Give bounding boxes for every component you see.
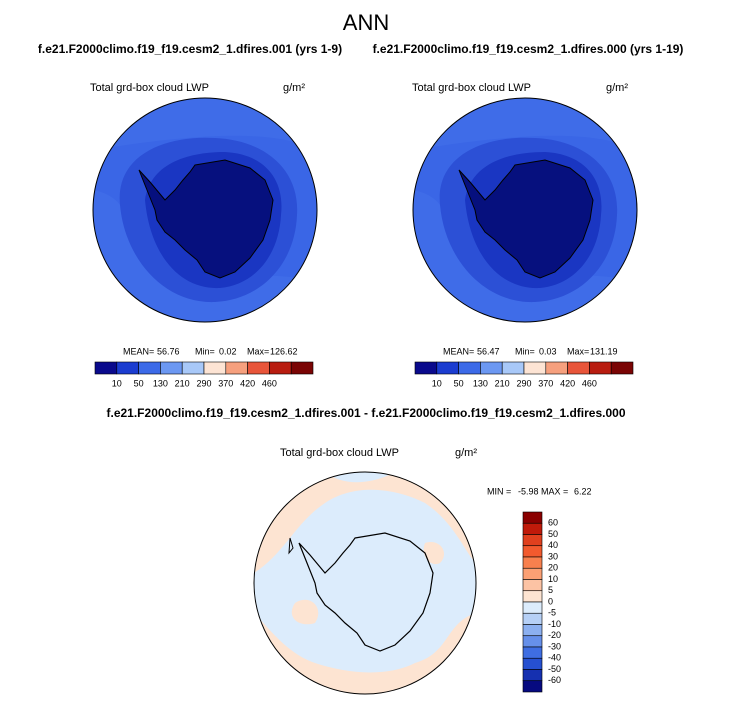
colorbar-label: 460 xyxy=(582,378,597,388)
stat-text: 126.62 xyxy=(270,346,298,356)
colorbar-label: 20 xyxy=(548,563,558,573)
colorbar-box xyxy=(436,361,459,375)
stat-text: 131.19 xyxy=(590,346,618,356)
colorbar-box xyxy=(94,361,118,375)
colorbar-box xyxy=(522,534,543,547)
colorbar-label: 420 xyxy=(240,378,255,388)
colorbar-label: 30 xyxy=(548,551,558,561)
colorbar-label: 370 xyxy=(218,378,233,388)
stat-text: MAX = xyxy=(541,486,568,496)
colorbar-label: 420 xyxy=(560,378,575,388)
units-label: g/m² xyxy=(455,447,477,459)
colorbar-box xyxy=(247,361,270,375)
colorbar-label: 0 xyxy=(548,596,553,606)
colorbar-box xyxy=(290,361,314,375)
colorbar-box xyxy=(522,590,543,603)
colorbar-box xyxy=(522,545,543,558)
colorbar-box xyxy=(181,361,205,375)
colorbar-box xyxy=(160,361,183,375)
colorbar-label: 290 xyxy=(516,378,531,388)
colorbar-label: -60 xyxy=(548,675,561,685)
colorbar-box xyxy=(501,361,525,375)
units-label: g/m² xyxy=(283,82,305,94)
colorbar-box xyxy=(567,361,590,375)
colorbar-box xyxy=(522,612,543,625)
colorbar-box xyxy=(414,361,438,375)
colorbar-label: 50 xyxy=(454,378,464,388)
colorbar-box xyxy=(522,601,543,614)
stat-text: 6.22 xyxy=(574,486,592,496)
colorbar-label: 10 xyxy=(548,574,558,584)
stat-text: MEAN= xyxy=(123,346,154,356)
colorbar-label: 130 xyxy=(473,378,488,388)
colorbar-box xyxy=(522,567,543,580)
map xyxy=(93,98,317,322)
colorbar-box xyxy=(269,361,292,375)
colorbar-box xyxy=(589,361,612,375)
colorbar-box xyxy=(522,657,543,670)
colorbar-box xyxy=(522,680,543,693)
colorbar-label: -5 xyxy=(548,608,556,618)
stat-text: 0.02 xyxy=(219,346,237,356)
colorbar-label: 60 xyxy=(548,518,558,528)
colorbar-box xyxy=(610,361,634,375)
stat-text: -5.98 xyxy=(518,486,539,496)
colorbar-label: 210 xyxy=(175,378,190,388)
colorbar-box xyxy=(480,361,503,375)
variable-label: Total grd-box cloud LWP xyxy=(412,82,531,94)
colorbar-box xyxy=(522,579,543,592)
colorbar-box xyxy=(545,361,568,375)
colorbar-box xyxy=(522,646,543,659)
colorbar-box xyxy=(522,522,543,535)
colorbar-label: -10 xyxy=(548,619,561,629)
stat-text: 56.76 xyxy=(157,346,180,356)
colorbar-label: 40 xyxy=(548,540,558,550)
colorbar-label: 50 xyxy=(134,378,144,388)
colorbar-box xyxy=(203,361,227,375)
stat-text: 0.03 xyxy=(539,346,557,356)
stat-text: Min= xyxy=(195,346,215,356)
colorbar-box xyxy=(522,635,543,648)
stat-text: 56.47 xyxy=(477,346,500,356)
colorbar-box xyxy=(225,361,248,375)
panel-case: f.e21.F2000climo.f19_f19.cesm2_1.dfires.… xyxy=(373,42,684,56)
colorbar-box xyxy=(116,361,139,375)
difference-map xyxy=(253,471,477,695)
colorbar-label: 130 xyxy=(153,378,168,388)
colorbar-label: -30 xyxy=(548,641,561,651)
colorbar-box xyxy=(458,361,481,375)
colorbar-label: -50 xyxy=(548,664,561,674)
colorbar-label: -20 xyxy=(548,630,561,640)
stat-text: MIN = xyxy=(487,486,511,496)
colorbar-label: 370 xyxy=(538,378,553,388)
stat-text: MEAN= xyxy=(443,346,474,356)
stat-text: Min= xyxy=(515,346,535,356)
colorbar-label: -40 xyxy=(548,653,561,663)
colorbar-box xyxy=(138,361,161,375)
colorbar-box xyxy=(522,624,543,637)
colorbar-label: 10 xyxy=(432,378,442,388)
figure-title: ANN xyxy=(343,10,389,35)
colorbar-label: 210 xyxy=(495,378,510,388)
variable-label: Total grd-box cloud LWP xyxy=(90,82,209,94)
stat-text: Max= xyxy=(567,346,589,356)
units-label: g/m² xyxy=(606,82,628,94)
colorbar-label: 460 xyxy=(262,378,277,388)
colorbar-label: 290 xyxy=(196,378,211,388)
panel-case: f.e21.F2000climo.f19_f19.cesm2_1.dfires.… xyxy=(38,42,342,56)
colorbar-label: 10 xyxy=(112,378,122,388)
difference-title: f.e21.F2000climo.f19_f19.cesm2_1.dfires.… xyxy=(107,406,626,420)
colorbar-label: 5 xyxy=(548,585,553,595)
map xyxy=(413,98,637,322)
colorbar-box xyxy=(522,669,543,682)
stat-text: Max= xyxy=(247,346,269,356)
variable-label: Total grd-box cloud LWP xyxy=(280,447,399,459)
colorbar-box xyxy=(522,511,543,524)
colorbar-box xyxy=(522,556,543,569)
colorbar-box xyxy=(523,361,547,375)
colorbar-label: 50 xyxy=(548,529,558,539)
